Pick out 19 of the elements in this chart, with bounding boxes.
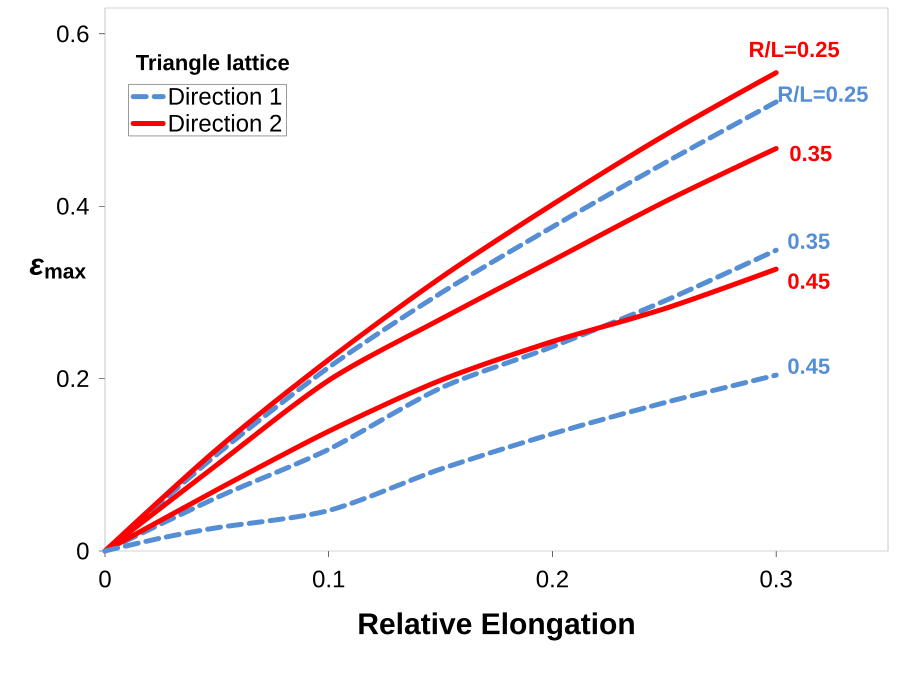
y-tick-label: 0	[77, 542, 89, 560]
x-tick-label: 0	[99, 570, 111, 588]
x-axis-title: Relative Elongation	[359, 612, 634, 640]
legend-title: Triangle lattice	[136, 54, 289, 75]
annotation: R/L=0.25	[750, 41, 840, 58]
annotation: 0.45	[788, 358, 830, 374]
legend-label: Direction 2	[170, 114, 282, 132]
y-tick-label: 0.2	[57, 370, 88, 388]
annotation: 0.45	[788, 273, 830, 289]
x-tick-label: 0.1	[312, 570, 344, 588]
annotation: R/L=0.25	[778, 86, 868, 102]
y-axis-title: ε$_{max}$	[30, 258, 86, 279]
y-tick-label: 0.4	[57, 198, 89, 215]
annotation: 0.35	[790, 146, 832, 162]
annotation: 0.35	[788, 233, 830, 249]
x-tick-label: 0.2	[536, 570, 568, 588]
legend-label: Direction 1	[170, 87, 282, 105]
x-tick-label: 0.3	[760, 570, 792, 588]
y-tick-label: 0.6	[57, 25, 88, 42]
